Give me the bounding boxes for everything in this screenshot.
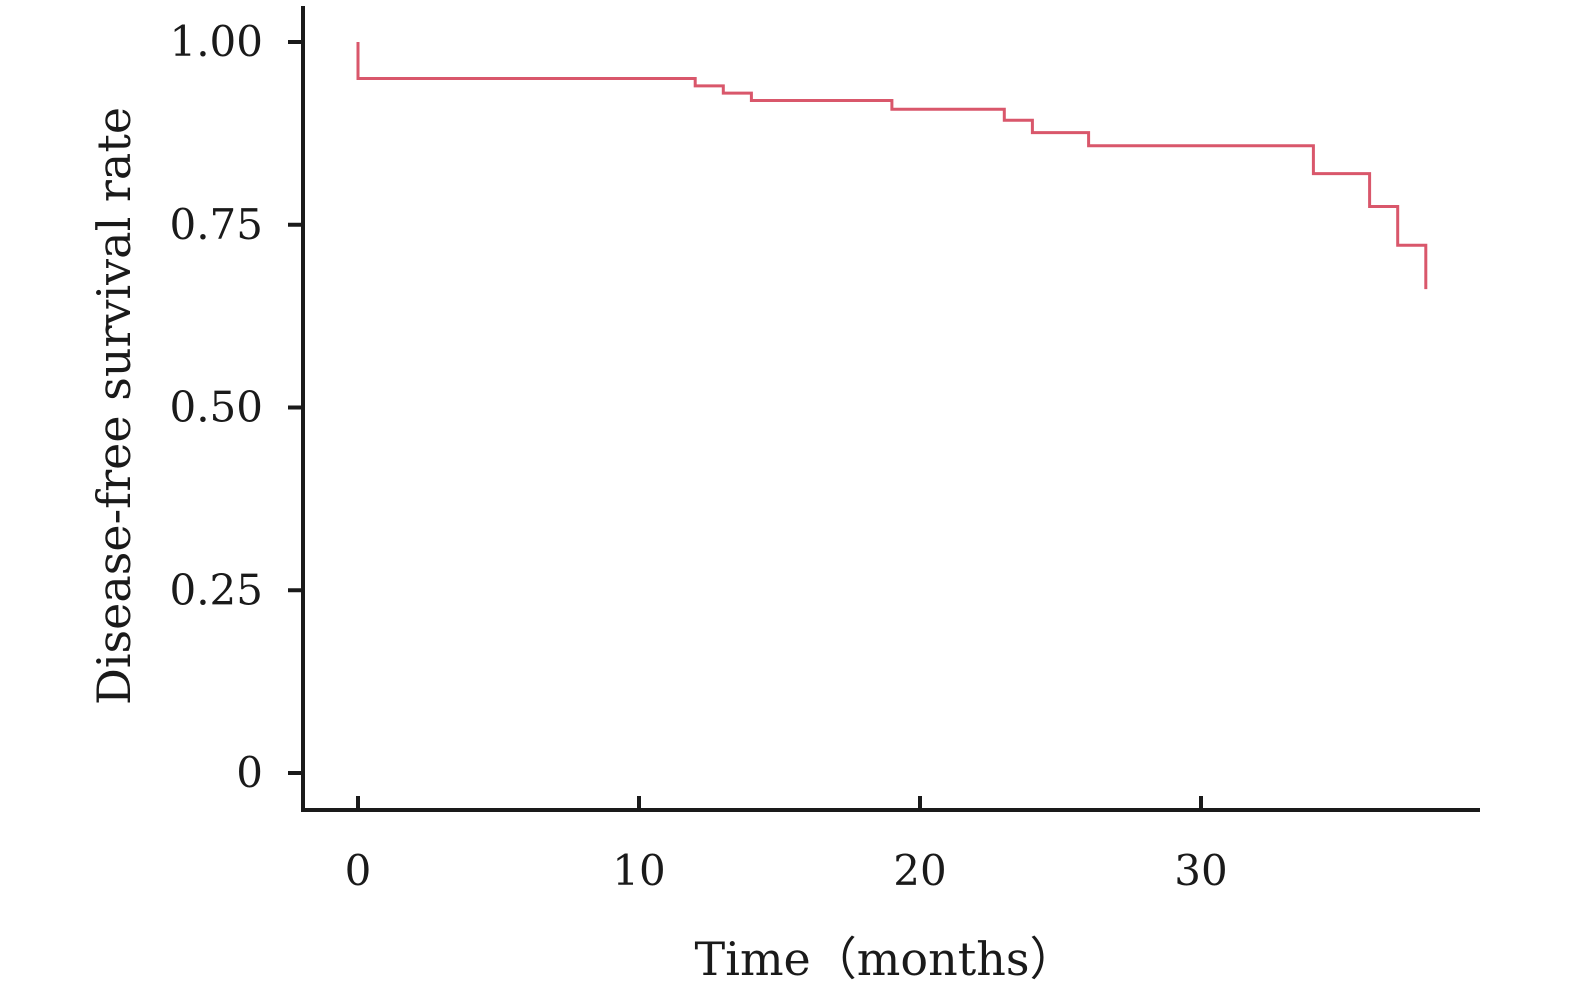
x-tick-label: 30 — [1174, 846, 1227, 895]
y-tick-label: 0.25 — [169, 565, 263, 614]
survival-curve-series-0 — [356, 42, 1428, 290]
x-tick-label: 10 — [612, 846, 665, 895]
x-tick-label: 20 — [893, 846, 946, 895]
axes: 0 0.25 0.50 0.75 1.00 0 10 20 30 — [169, 6, 1480, 895]
axis-labels: Time（months） Disease-free survival rate — [87, 107, 1075, 986]
y-tick-label: 0 — [236, 748, 263, 797]
y-tick-label: 1.00 — [169, 17, 263, 66]
y-tick-label: 0.50 — [169, 383, 263, 432]
y-axis-label: Disease-free survival rate — [87, 107, 141, 705]
plot-area — [356, 42, 1428, 290]
x-tick-label: 0 — [345, 846, 372, 895]
x-axis-label: Time（months） — [695, 932, 1076, 986]
y-tick-label: 0.75 — [169, 200, 263, 249]
